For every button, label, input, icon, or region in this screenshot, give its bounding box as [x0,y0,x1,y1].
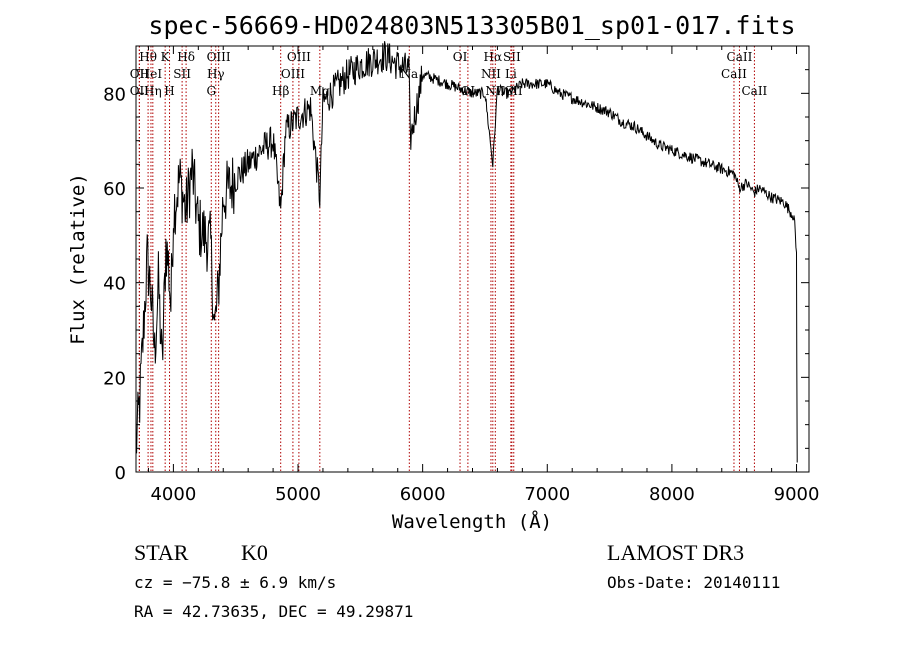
x-tick-label-0: 4000 [150,484,196,505]
marker-label-8: Hδ [177,50,195,64]
redshift-text: cz = −75.8 ± 6.9 km/s [134,573,336,592]
x-tick-label-4: 8000 [649,484,695,505]
subclass: K0 [241,540,268,565]
y-tick-label-3: 60 [103,179,126,200]
y-tick-label-4: 80 [103,84,126,105]
spectrum-series [135,41,798,463]
marker-label-9: OIII [207,50,231,64]
marker-label-13: OIII [287,50,311,64]
x-tick-label-2: 6000 [400,484,446,505]
spectrum-line [135,41,798,463]
y-tick-label-0: 0 [115,463,126,484]
x-axis-label: Wavelength (Å) [392,510,552,533]
y-axis-label: Flux (relative) [67,173,89,345]
obs-date-text: Obs-Date: 20140111 [607,573,780,592]
marker-label-14: OIII [281,67,305,81]
marker-label-6: SII [173,67,191,81]
marker-label-11: G [206,84,216,98]
marker-label-12: Hβ [272,84,289,98]
coords-text: RA = 42.73635, DEC = 49.29871 [134,602,413,621]
marker-label-4: Hη [144,84,162,98]
marker-label-1: Hθ [139,50,157,64]
y-axis: 0 20 40 60 80 [103,45,809,484]
chart-title: spec-56669-HD024803N513305B01_sp01-017.f… [148,11,795,40]
marker-label-19: Hα [484,50,503,64]
marker-label-25: CaII [727,50,753,64]
marker-label-7: H [164,84,174,98]
marker-label-3: HeI [140,67,163,81]
marker-label-10: Hγ [207,67,225,81]
marker-label-20: SII [503,50,521,64]
y-tick-label-1: 20 [103,368,126,389]
x-axis: 4000 5000 6000 7000 8000 9000 [147,46,820,505]
survey-label: LAMOST DR3 [607,540,744,565]
marker-label-26: CaII [721,67,747,81]
marker-label-23: Li [505,67,517,81]
x-tick-label-5: 9000 [774,484,820,505]
marker-label-2: OII [130,84,150,98]
y-tick-label-2: 40 [103,274,126,295]
marker-label-21: NII [481,67,501,81]
marker-label-27: CaII [741,84,767,98]
object-class: STAR [134,540,189,565]
marker-label-5: K [161,50,171,64]
marker-label-17: OI [453,50,468,64]
x-tick-label-1: 5000 [275,484,321,505]
x-tick-label-3: 7000 [524,484,570,505]
plot-frame [135,45,810,473]
